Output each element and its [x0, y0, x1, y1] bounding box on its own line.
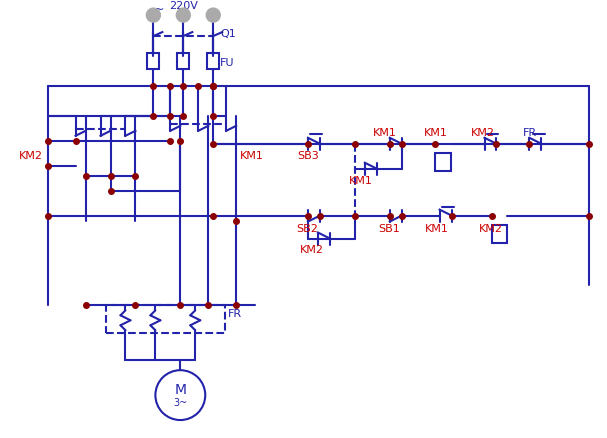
Text: M: M — [174, 383, 186, 397]
Text: KM1: KM1 — [424, 128, 447, 138]
Text: SB1: SB1 — [378, 223, 399, 233]
Text: KM1: KM1 — [240, 151, 264, 161]
Text: Q1: Q1 — [220, 29, 236, 39]
Circle shape — [206, 8, 220, 22]
Text: KM2: KM2 — [478, 223, 503, 233]
Circle shape — [177, 8, 191, 22]
Text: KM2: KM2 — [470, 128, 495, 138]
Text: 220V: 220V — [169, 1, 198, 11]
Text: KM2: KM2 — [300, 245, 324, 255]
Text: FR: FR — [523, 128, 537, 138]
Text: FR: FR — [228, 309, 242, 319]
Bar — [106, 305, 225, 333]
Bar — [435, 153, 450, 171]
Text: KM1: KM1 — [349, 176, 373, 186]
Bar — [207, 53, 219, 69]
Circle shape — [146, 8, 160, 22]
Bar — [177, 53, 189, 69]
Bar — [148, 53, 160, 69]
Bar — [492, 225, 507, 243]
Text: FU: FU — [220, 58, 235, 68]
Text: KM2: KM2 — [19, 151, 42, 161]
Text: SB2: SB2 — [296, 223, 318, 233]
Text: KM1: KM1 — [425, 223, 449, 233]
Text: KM1: KM1 — [373, 128, 397, 138]
Text: SB3: SB3 — [297, 151, 319, 161]
Text: 3~: 3~ — [173, 398, 188, 408]
Text: ~: ~ — [153, 3, 164, 16]
